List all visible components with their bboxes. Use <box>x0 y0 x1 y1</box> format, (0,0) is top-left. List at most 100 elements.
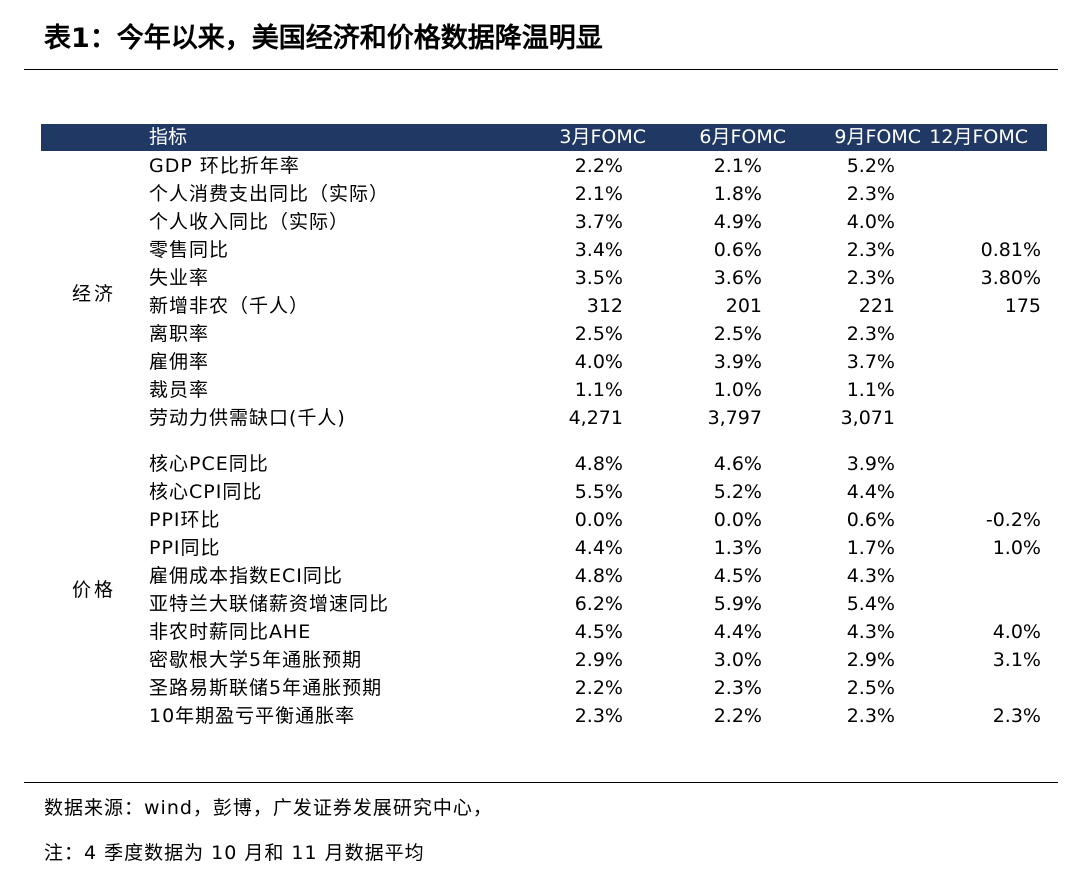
table-title: 表1：今年以来，美国经济和价格数据降温明显 <box>44 23 603 54</box>
row-value: 2.3% <box>846 267 895 289</box>
row-value <box>901 674 1041 702</box>
row-value: 4.3% <box>846 621 895 643</box>
row-label: PPI同比 <box>149 537 221 559</box>
row-value: 2.5% <box>846 677 895 699</box>
row-value: 3.1% <box>992 649 1041 671</box>
row-value: 1.7% <box>846 537 895 559</box>
row-value: 5.4% <box>846 593 895 615</box>
row-value: 175 <box>1004 295 1041 317</box>
row-value: 4.9% <box>713 211 762 233</box>
row-value: 4.8% <box>574 565 623 587</box>
header-col-sep: 9月FOMC <box>834 126 921 148</box>
row-value <box>901 404 1041 432</box>
row-label: 核心PCE同比 <box>149 453 269 475</box>
group-label-prices: 价格 <box>72 579 117 601</box>
row-label: 雇佣率 <box>149 351 210 373</box>
row-value: 2.3% <box>574 705 623 727</box>
table-row: 新增非农（千人） 312 201 221 175 <box>0 292 1080 320</box>
header-col-jun: 6月FOMC <box>699 126 786 148</box>
row-label: 核心CPI同比 <box>149 481 263 503</box>
row-value: 2.3% <box>846 239 895 261</box>
row-label: 10年期盈亏平衡通胀率 <box>149 705 356 727</box>
row-value: 4.4% <box>574 537 623 559</box>
row-label: 零售同比 <box>149 239 230 261</box>
table-row: 劳动力供需缺口(千人) 4,271 3,797 3,071 <box>0 404 1080 432</box>
row-value <box>901 348 1041 376</box>
row-value: 1.8% <box>713 183 762 205</box>
row-label: 密歇根大学5年通胀预期 <box>149 649 363 671</box>
header-col-mar: 3月FOMC <box>559 126 646 148</box>
row-value <box>901 478 1041 506</box>
row-value: 3.9% <box>846 453 895 475</box>
row-value: 2.5% <box>713 323 762 345</box>
row-label: 劳动力供需缺口(千人) <box>149 407 346 429</box>
row-value: 3,071 <box>840 407 895 429</box>
table-row: 零售同比 3.4% 0.6% 2.3% 0.81% <box>0 236 1080 264</box>
table-row: 个人消费支出同比（实际） 2.1% 1.8% 2.3% <box>0 180 1080 208</box>
title-divider <box>24 69 1058 70</box>
row-value: 1.1% <box>574 379 623 401</box>
row-label: 亚特兰大联储薪资增速同比 <box>149 593 390 615</box>
row-value: 2.3% <box>713 677 762 699</box>
row-value: 0.6% <box>846 509 895 531</box>
source-note: 数据来源：wind，彭博，广发证券发展研究中心， <box>44 797 493 819</box>
row-label: 圣路易斯联储5年通胀预期 <box>149 677 383 699</box>
row-value: 1.0% <box>713 379 762 401</box>
row-value: 3.0% <box>713 649 762 671</box>
row-value: 0.0% <box>713 509 762 531</box>
table-header: 指标 3月FOMC 6月FOMC 9月FOMC 12月FOMC <box>41 124 1047 151</box>
row-value: 2.2% <box>574 155 623 177</box>
row-value: 3.7% <box>574 211 623 233</box>
row-value: 3.5% <box>574 267 623 289</box>
table-row: 非农时薪同比AHE 4.5% 4.4% 4.3% 4.0% <box>0 618 1080 646</box>
table-row: PPI同比 4.4% 1.3% 1.7% 1.0% <box>0 534 1080 562</box>
table-row: 圣路易斯联储5年通胀预期 2.2% 2.3% 2.5% <box>0 674 1080 702</box>
row-value <box>901 590 1041 618</box>
row-value: 2.3% <box>846 323 895 345</box>
table-row: 失业率 3.5% 3.6% 2.3% 3.80% <box>0 264 1080 292</box>
row-value: 1.1% <box>846 379 895 401</box>
row-value: 0.6% <box>713 239 762 261</box>
row-label: 离职率 <box>149 323 210 345</box>
row-value: 2.3% <box>992 705 1041 727</box>
row-value: 2.9% <box>574 649 623 671</box>
row-value: 0.0% <box>574 509 623 531</box>
row-value: 2.2% <box>574 677 623 699</box>
table-row: 离职率 2.5% 2.5% 2.3% <box>0 320 1080 348</box>
row-value: 1.3% <box>713 537 762 559</box>
row-value: 3,797 <box>707 407 762 429</box>
row-value: 201 <box>725 295 762 317</box>
table-row: 个人收入同比（实际） 3.7% 4.9% 4.0% <box>0 208 1080 236</box>
row-value <box>901 450 1041 478</box>
table-row: 裁员率 1.1% 1.0% 1.1% <box>0 376 1080 404</box>
row-value: 5.5% <box>574 481 623 503</box>
row-value: 5.9% <box>713 593 762 615</box>
table-row: 核心PCE同比 4.8% 4.6% 3.9% <box>0 450 1080 478</box>
footer-divider <box>24 782 1058 783</box>
row-label: PPI环比 <box>149 509 221 531</box>
row-value: 4.0% <box>846 211 895 233</box>
row-label: 个人消费支出同比（实际） <box>149 183 390 205</box>
table-row: 10年期盈亏平衡通胀率 2.3% 2.2% 2.3% 2.3% <box>0 702 1080 730</box>
row-value: 4.6% <box>713 453 762 475</box>
row-value: 2.9% <box>846 649 895 671</box>
row-value: 2.3% <box>846 183 895 205</box>
row-value: 2.5% <box>574 323 623 345</box>
row-value: 4.8% <box>574 453 623 475</box>
header-indicator: 指标 <box>149 126 188 148</box>
row-value: 2.3% <box>846 705 895 727</box>
row-value: 4.0% <box>992 621 1041 643</box>
table-row: GDP 环比折年率 2.2% 2.1% 5.2% <box>0 152 1080 180</box>
row-value: 2.2% <box>713 705 762 727</box>
row-value: 312 <box>586 295 623 317</box>
row-value: 4.0% <box>574 351 623 373</box>
row-value: 4.5% <box>574 621 623 643</box>
row-value: 221 <box>858 295 895 317</box>
row-label: 新增非农（千人） <box>149 295 310 317</box>
table-row: 亚特兰大联储薪资增速同比 6.2% 5.9% 5.4% <box>0 590 1080 618</box>
table-row: 核心CPI同比 5.5% 5.2% 4.4% <box>0 478 1080 506</box>
row-value: 3.9% <box>713 351 762 373</box>
row-value: 4.4% <box>846 481 895 503</box>
row-label: 个人收入同比（实际） <box>149 211 350 233</box>
